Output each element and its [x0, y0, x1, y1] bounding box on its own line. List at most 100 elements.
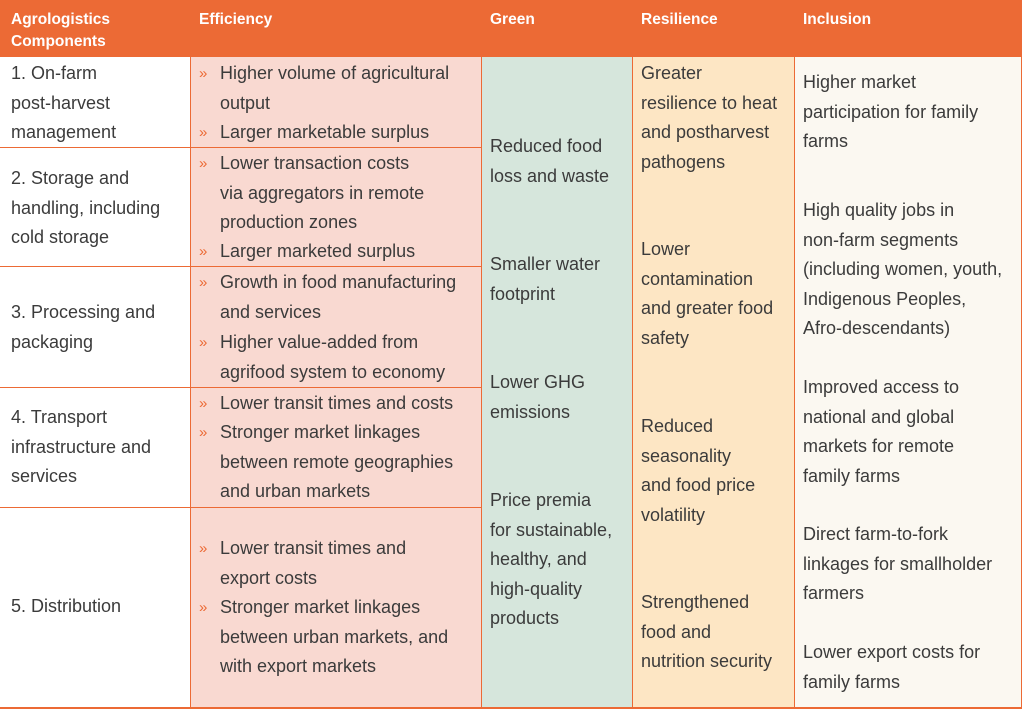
bullet-marker: » [199, 424, 208, 441]
inclusion-line: Improved access to [803, 377, 960, 397]
resilience-line: resilience to heat [641, 92, 778, 113]
bullet-marker: » [199, 274, 208, 291]
table-header [0, 0, 1022, 57]
inclusion-line: Direct farm-to-fork [803, 524, 949, 544]
header-green: Green [490, 11, 535, 28]
bullet-marker: » [199, 395, 208, 412]
resilience-column [633, 57, 794, 708]
component-line: infrastructure and [11, 436, 152, 457]
resilience-line: and postharvest [641, 122, 770, 142]
resilience-line: volatility [641, 504, 706, 525]
green-column [482, 57, 632, 708]
green-line: Reduced food [490, 136, 603, 156]
green-line: products [490, 608, 560, 628]
efficiency-line: Higher value-added from [220, 332, 419, 352]
component-line: management [11, 122, 117, 142]
efficiency-line: between remote geographies [220, 451, 454, 472]
green-line: footprint [490, 283, 556, 304]
resilience-line: seasonality [641, 445, 732, 466]
inclusion-line: non-farm segments [803, 229, 959, 250]
efficiency-line: and urban markets [220, 481, 371, 501]
bullet-marker: » [199, 599, 208, 616]
resilience-line: food and [641, 621, 712, 642]
component-line: handling, including [11, 197, 161, 218]
component-line: packaging [11, 331, 94, 352]
resilience-line: pathogens [641, 151, 726, 172]
bullet-marker: » [199, 540, 208, 557]
inclusion-column [795, 57, 1022, 708]
efficiency-line: between urban markets, and [220, 626, 449, 647]
header-components-line2: Components [11, 33, 106, 50]
green-line: high-quality [490, 578, 583, 599]
inclusion-line: participation for family [803, 101, 979, 122]
efficiency-line: output [220, 92, 271, 113]
efficiency-line: Stronger market linkages [220, 597, 421, 617]
inclusion-line: farmers [803, 583, 865, 603]
bullet-marker: » [199, 243, 208, 260]
efficiency-line: production zones [220, 212, 358, 232]
efficiency-line: Larger marketable surplus [220, 122, 430, 142]
right-border [1021, 0, 1022, 709]
column-divider [794, 57, 795, 708]
efficiency-line: Stronger market linkages [220, 422, 421, 442]
bullet-marker: » [199, 65, 208, 82]
resilience-line: Strengthened [641, 592, 750, 612]
row-divider [0, 507, 481, 508]
efficiency-line: via aggregators in remote [220, 182, 425, 203]
resilience-line: contamination [641, 268, 754, 289]
component-line: 1. On-farm [11, 63, 98, 83]
inclusion-line: Higher market [803, 72, 917, 92]
resilience-line: Greater [641, 63, 703, 83]
column-divider [481, 57, 482, 708]
inclusion-line: Lower export costs for [803, 642, 981, 662]
green-line: for sustainable, [490, 519, 613, 540]
efficiency-column [191, 57, 481, 708]
component-line: services [11, 466, 78, 486]
header-inclusion: Inclusion [803, 11, 872, 28]
resilience-line: Lower [641, 239, 691, 259]
component-line: post-harvest [11, 92, 111, 113]
inclusion-line: linkages for smallholder [803, 553, 993, 574]
green-line: emissions [490, 401, 571, 422]
inclusion-line: (including women, youth, [803, 259, 1003, 279]
efficiency-line: export costs [220, 567, 318, 588]
inclusion-line: national and global [803, 406, 955, 427]
resilience-line: safety [641, 327, 690, 348]
green-line: Lower GHG [490, 372, 586, 392]
column-divider [632, 57, 633, 708]
inclusion-line: Indigenous Peoples, [803, 288, 967, 309]
inclusion-line: family farms [803, 671, 901, 692]
header-resilience: Resilience [641, 11, 718, 28]
inclusion-line: High quality jobs in [803, 200, 955, 220]
efficiency-line: Larger marketed surplus [220, 241, 416, 261]
inclusion-line: markets for remote [803, 436, 955, 456]
row-divider [0, 387, 481, 388]
bullet-marker: » [199, 124, 208, 141]
efficiency-line: agrifood system to economy [220, 361, 446, 382]
inclusion-line: farms [803, 131, 848, 151]
resilience-line: nutrition security [641, 651, 773, 671]
green-line: Smaller water [490, 254, 601, 274]
component-line: cold storage [11, 227, 110, 247]
resilience-line: and greater food [641, 298, 774, 318]
resilience-line: Reduced [641, 416, 714, 436]
inclusion-line: Afro-descendants) [803, 318, 951, 338]
component-line: 3. Processing and [11, 302, 156, 322]
header-components: Agrologistics Components [11, 9, 110, 53]
header-efficiency: Efficiency [199, 11, 273, 28]
component-line: 4. Transport [11, 407, 108, 427]
component-line: 5. Distribution [11, 596, 122, 616]
efficiency-line: Higher volume of agricultural [220, 63, 450, 83]
header-components-line1: Agrologistics [11, 11, 111, 28]
row-divider [0, 147, 481, 148]
components-column [0, 57, 190, 708]
inclusion-line: family farms [803, 465, 901, 486]
resilience-line: and food price [641, 475, 756, 495]
green-line: healthy, and [490, 549, 587, 569]
efficiency-line: Lower transit times and costs [220, 393, 454, 413]
green-line: loss and waste [490, 165, 610, 186]
efficiency-line: and services [220, 301, 322, 322]
bullet-marker: » [199, 334, 208, 351]
efficiency-line: Lower transaction costs [220, 153, 410, 173]
component-line: 2. Storage and [11, 168, 130, 188]
